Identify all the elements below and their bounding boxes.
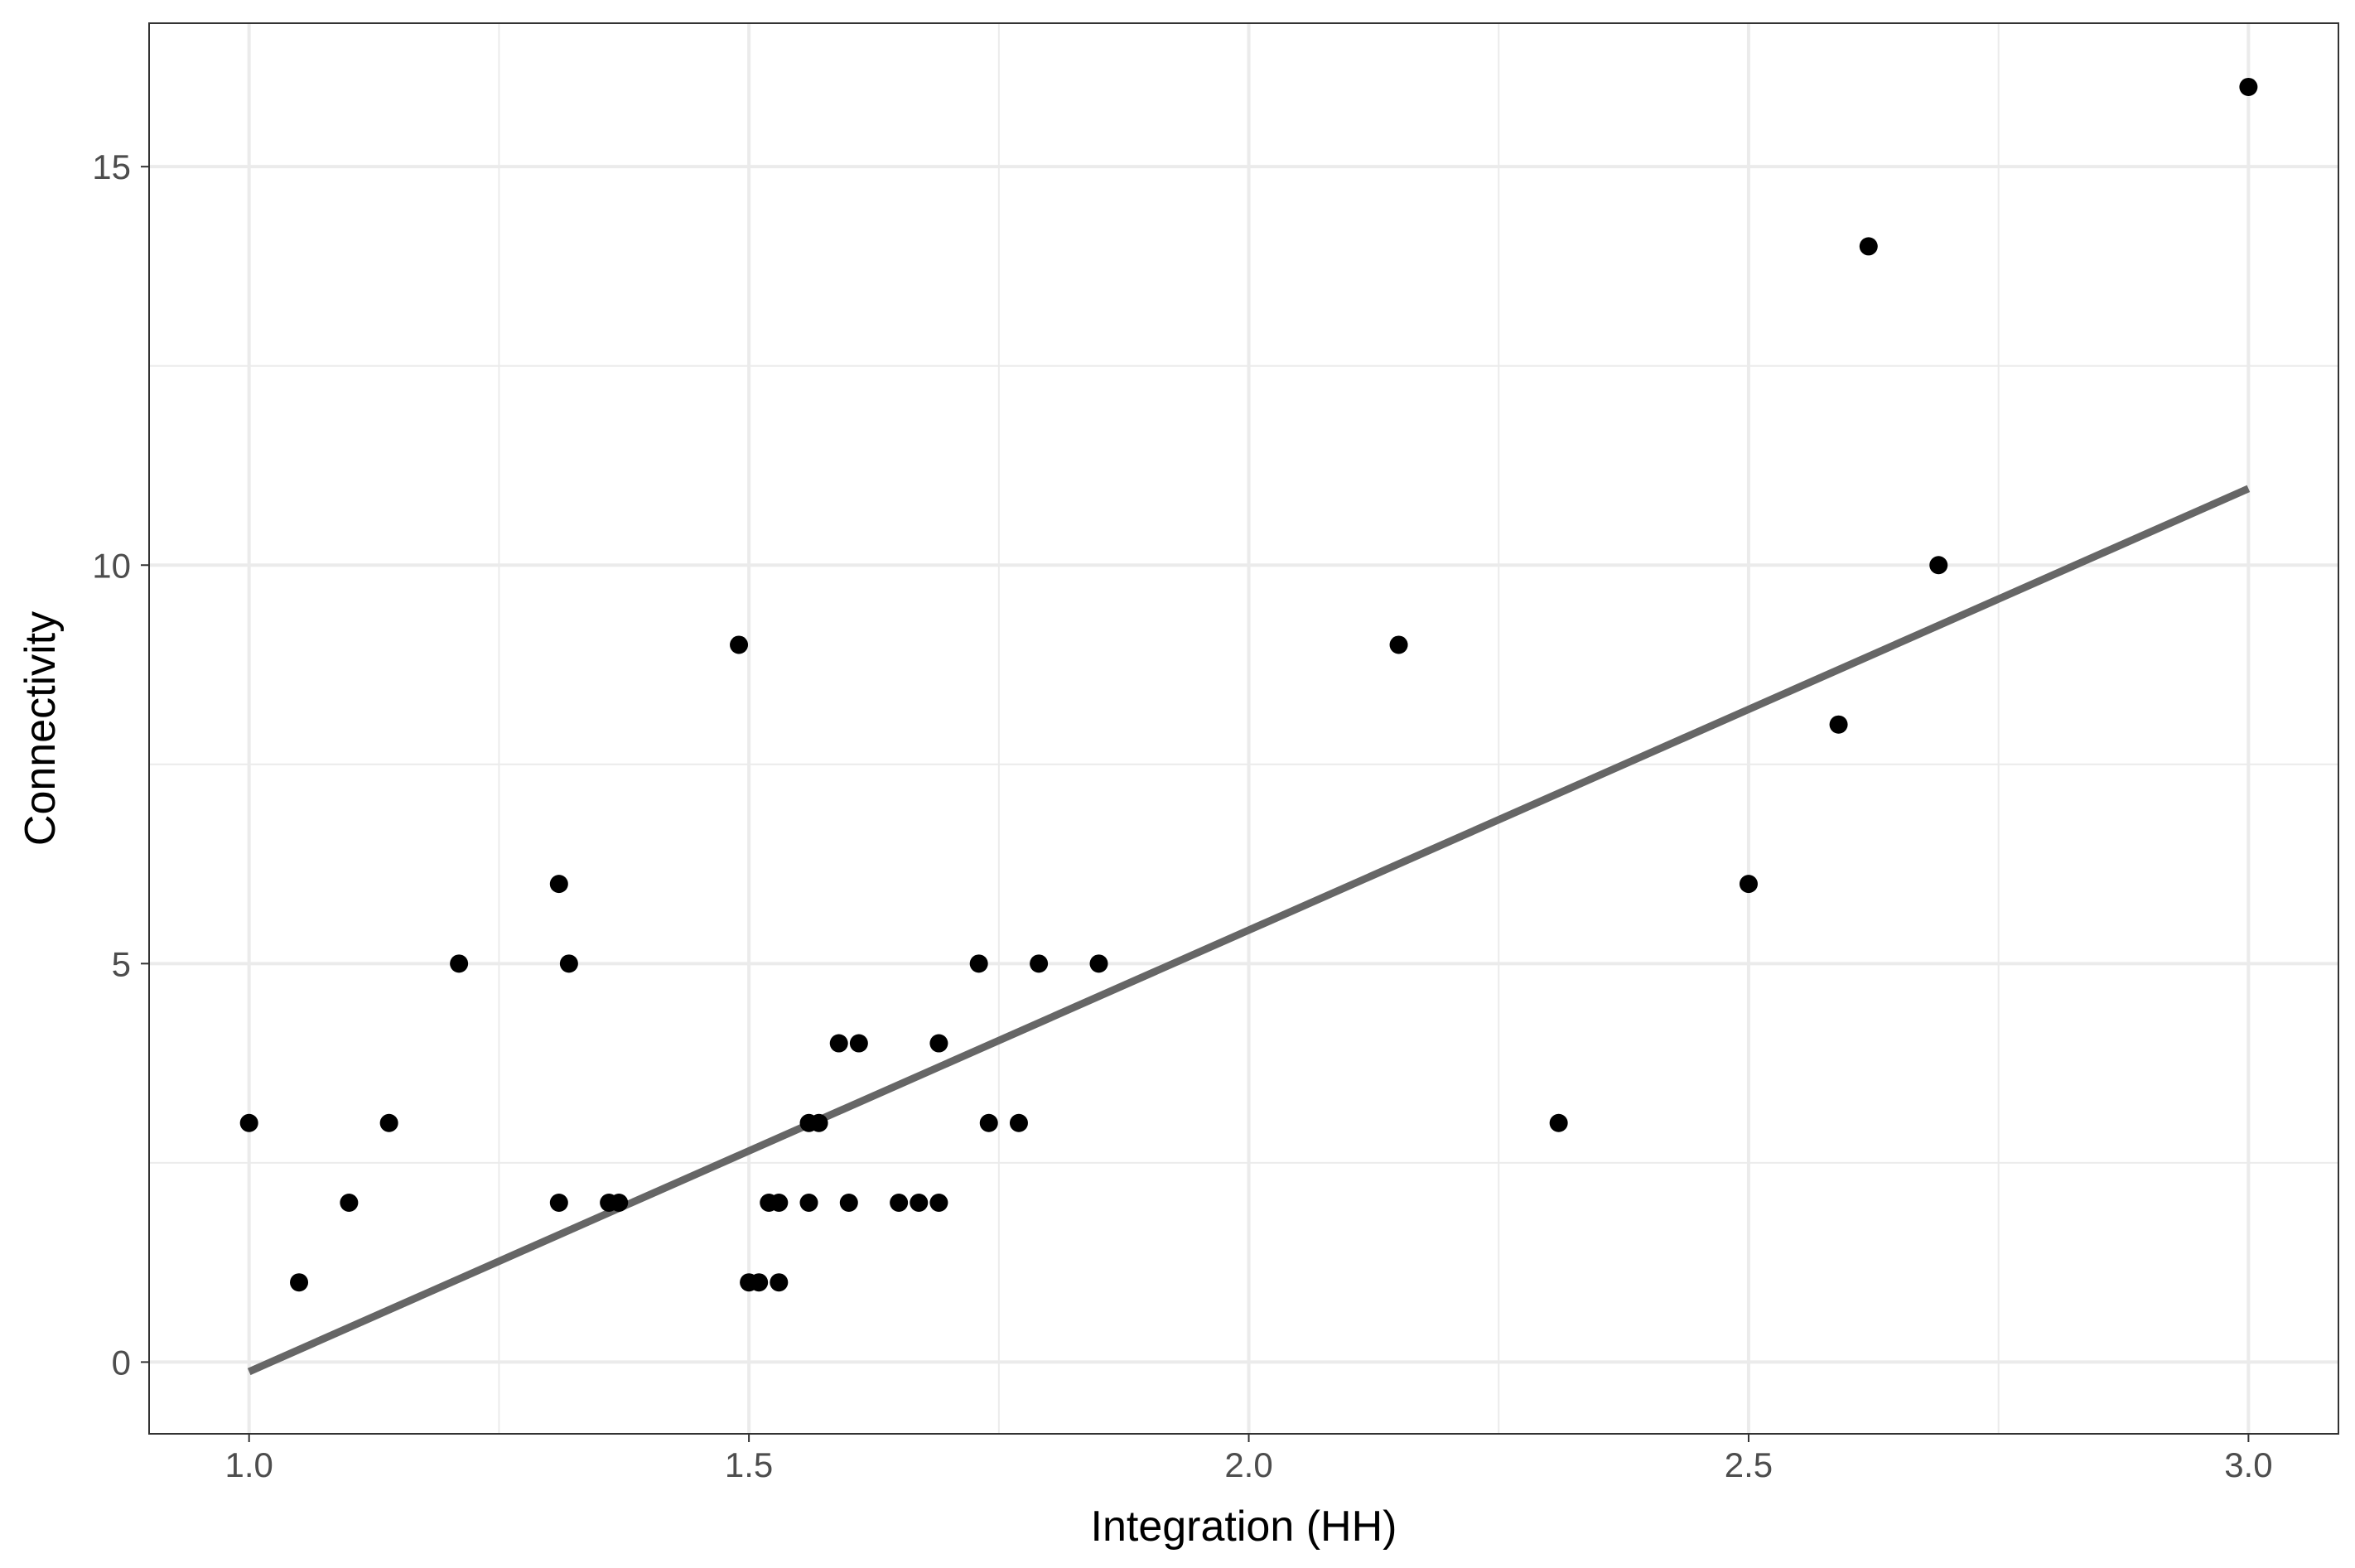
x-tick-label: 1.5 — [725, 1445, 773, 1484]
data-point — [1009, 1113, 1028, 1132]
x-axis-ticks: 1.0 1.5 2.0 2.5 3.0 — [224, 1434, 2273, 1484]
y-tick-label: 15 — [92, 147, 131, 186]
data-point — [910, 1193, 929, 1212]
data-point — [829, 1034, 848, 1053]
data-point — [979, 1113, 998, 1132]
data-point — [239, 1113, 258, 1132]
data-point — [1829, 715, 1848, 734]
trend-line-layer — [247, 485, 2251, 1376]
x-tick-label: 2.0 — [1224, 1445, 1272, 1484]
data-point — [929, 1193, 948, 1212]
data-point — [1549, 1113, 1568, 1132]
y-axis-title: Connectivity — [17, 611, 65, 846]
data-point — [290, 1273, 309, 1292]
data-point — [610, 1193, 629, 1212]
data-point — [340, 1193, 359, 1212]
trend-line — [247, 485, 2251, 1376]
major-gridlines — [149, 23, 2338, 1434]
y-tick-label: 0 — [112, 1343, 131, 1382]
data-point — [809, 1113, 828, 1132]
data-point — [1389, 635, 1408, 654]
y-tick-label: 10 — [92, 546, 131, 585]
data-point — [1859, 237, 1878, 256]
data-point — [839, 1193, 858, 1212]
x-tick-label: 2.5 — [1725, 1445, 1773, 1484]
data-point — [549, 1193, 568, 1212]
data-point — [929, 1034, 948, 1053]
data-point — [559, 954, 578, 973]
data-point — [969, 954, 988, 973]
x-tick-label: 1.0 — [224, 1445, 273, 1484]
y-tick-label: 5 — [112, 944, 131, 983]
data-point — [849, 1034, 868, 1053]
data-points — [239, 77, 2258, 1292]
data-point — [450, 954, 469, 973]
data-point — [890, 1193, 909, 1212]
x-tick-label: 3.0 — [2224, 1445, 2272, 1484]
data-point — [750, 1273, 769, 1292]
data-point — [549, 875, 568, 894]
data-point — [1030, 954, 1049, 973]
data-point — [379, 1113, 398, 1132]
x-axis-title: Integration (HH) — [1091, 1503, 1397, 1551]
minor-gridlines — [149, 23, 2338, 1434]
data-point — [2239, 77, 2258, 96]
data-point — [770, 1193, 789, 1212]
y-axis-ticks: 0 5 10 15 — [92, 147, 149, 1382]
panel-border — [148, 22, 2339, 1435]
data-point — [730, 635, 749, 654]
data-point — [1089, 954, 1108, 973]
data-point — [770, 1273, 789, 1292]
data-point — [1739, 875, 1758, 894]
data-point — [1929, 556, 1948, 575]
data-point — [799, 1193, 818, 1212]
